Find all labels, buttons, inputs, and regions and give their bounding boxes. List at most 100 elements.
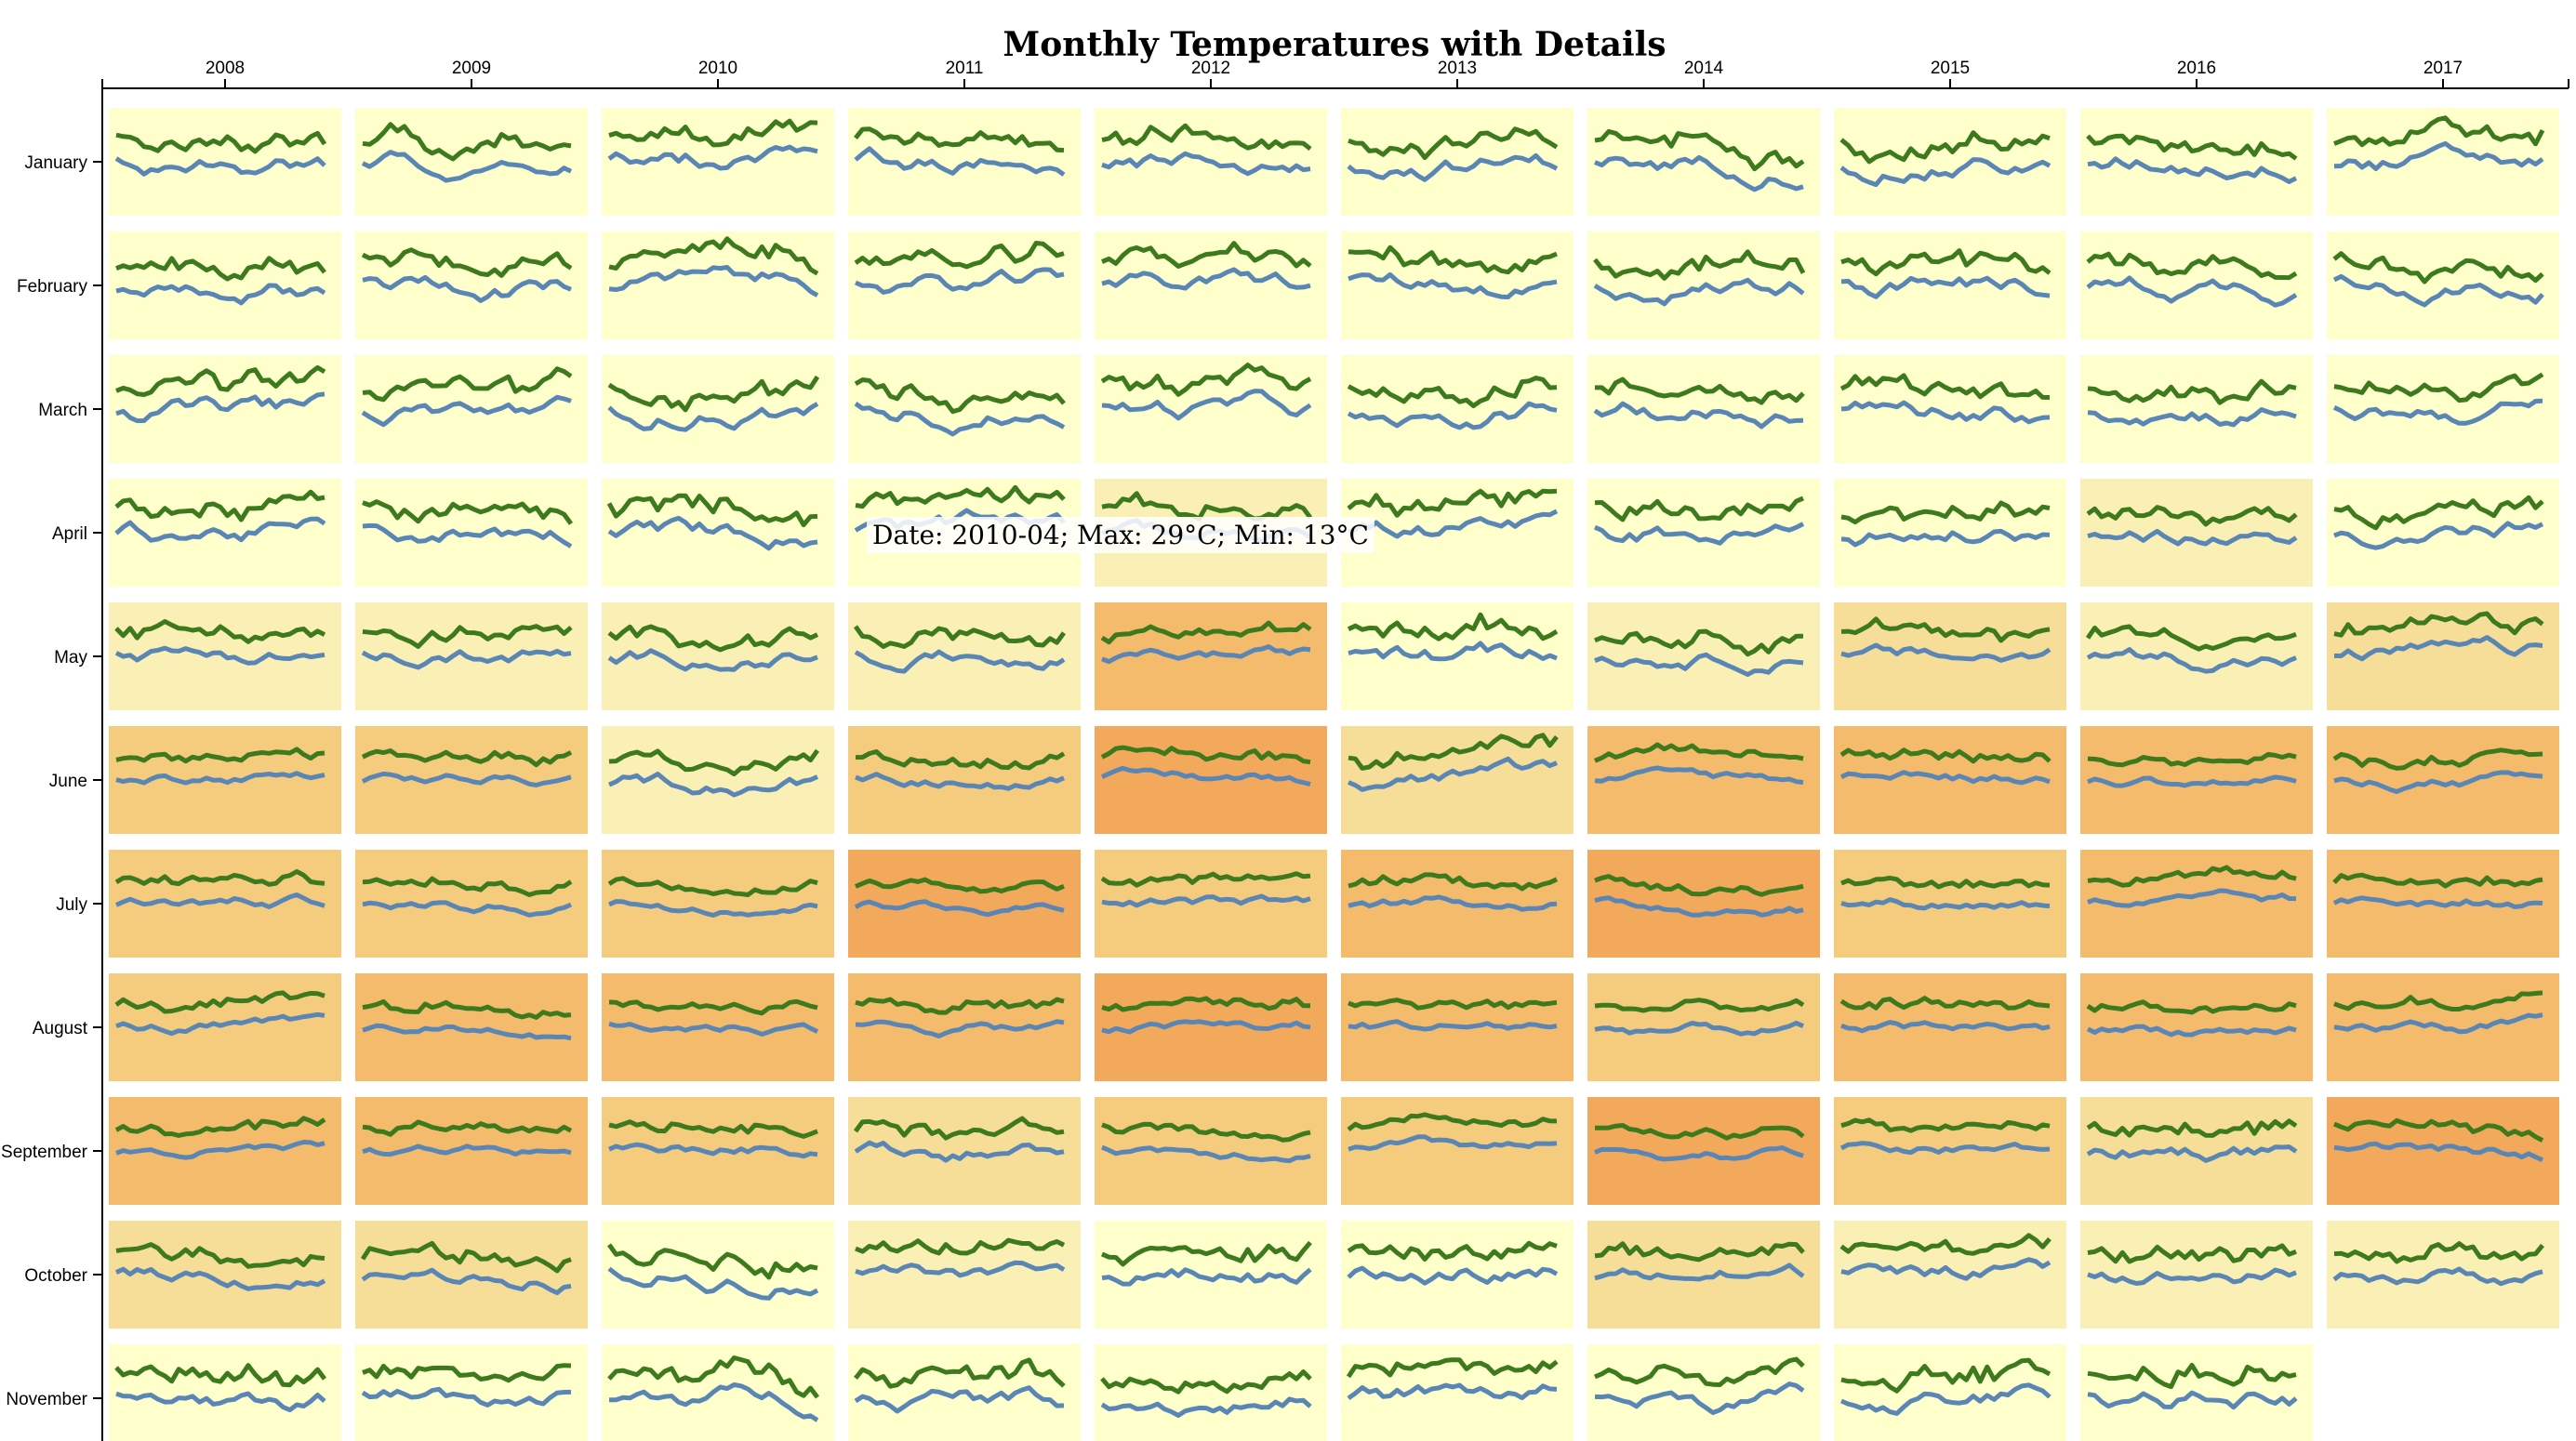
- month-cell[interactable]: [2327, 231, 2559, 339]
- month-cell[interactable]: [2327, 355, 2559, 463]
- month-cell[interactable]: [1341, 355, 1573, 463]
- month-cell[interactable]: [602, 850, 834, 958]
- month-cell[interactable]: [2080, 1097, 2313, 1205]
- month-cell[interactable]: [1834, 973, 2066, 1081]
- month-cell[interactable]: [1834, 1097, 2066, 1205]
- month-cell[interactable]: [1095, 1221, 1327, 1329]
- month-cell[interactable]: [1341, 108, 1573, 216]
- month-cell[interactable]: [355, 850, 588, 958]
- month-cell[interactable]: [1341, 602, 1573, 710]
- month-cell[interactable]: [848, 850, 1081, 958]
- month-cell[interactable]: [2080, 231, 2313, 339]
- month-cell[interactable]: [848, 973, 1081, 1081]
- month-cell[interactable]: [1095, 1344, 1327, 1441]
- month-cell[interactable]: [1341, 850, 1573, 958]
- month-cell[interactable]: [1834, 726, 2066, 834]
- month-cell[interactable]: [2327, 602, 2559, 710]
- month-cell[interactable]: [2080, 726, 2313, 834]
- month-cell[interactable]: [602, 479, 834, 587]
- month-cell[interactable]: [2080, 850, 2313, 958]
- month-cell[interactable]: [2327, 973, 2559, 1081]
- month-cell[interactable]: [1341, 726, 1573, 834]
- month-cell[interactable]: [1095, 726, 1327, 834]
- month-cell[interactable]: [2080, 973, 2313, 1081]
- month-cell[interactable]: [2080, 355, 2313, 463]
- month-cell[interactable]: [355, 726, 588, 834]
- month-cell[interactable]: [1587, 602, 1820, 710]
- month-cell[interactable]: [355, 602, 588, 710]
- month-cell[interactable]: [1834, 1221, 2066, 1329]
- month-cell[interactable]: [848, 726, 1081, 834]
- month-cell[interactable]: [109, 850, 341, 958]
- month-cell[interactable]: [1095, 355, 1327, 463]
- month-cell[interactable]: [1587, 108, 1820, 216]
- month-cell[interactable]: [602, 602, 834, 710]
- month-cell[interactable]: [109, 973, 341, 1081]
- month-cell[interactable]: [1587, 850, 1820, 958]
- month-cell[interactable]: [1341, 1221, 1573, 1329]
- month-cell[interactable]: [2080, 1344, 2313, 1441]
- month-cell[interactable]: [1341, 231, 1573, 339]
- month-cell[interactable]: [355, 355, 588, 463]
- month-cell[interactable]: [848, 355, 1081, 463]
- month-cell[interactable]: [1341, 479, 1573, 587]
- month-cell[interactable]: [355, 1097, 588, 1205]
- month-cell[interactable]: [109, 479, 341, 587]
- month-cell[interactable]: [1587, 726, 1820, 834]
- month-cell[interactable]: [848, 1221, 1081, 1329]
- month-cell[interactable]: [1834, 602, 2066, 710]
- month-cell[interactable]: [109, 1221, 341, 1329]
- month-cell[interactable]: [1587, 1344, 1820, 1441]
- month-cell[interactable]: [1341, 1097, 1573, 1205]
- month-cell[interactable]: [602, 1344, 834, 1441]
- month-cell[interactable]: [109, 108, 341, 216]
- month-cell[interactable]: [2080, 1221, 2313, 1329]
- month-cell[interactable]: [602, 108, 834, 216]
- month-cell[interactable]: [355, 231, 588, 339]
- month-cell[interactable]: [1095, 602, 1327, 710]
- month-cell[interactable]: [1095, 850, 1327, 958]
- month-cell[interactable]: [1834, 479, 2066, 587]
- month-cell[interactable]: [109, 231, 341, 339]
- month-cell[interactable]: [1834, 355, 2066, 463]
- month-cell[interactable]: [1834, 108, 2066, 216]
- month-cell[interactable]: [1095, 1097, 1327, 1205]
- month-cell[interactable]: [355, 479, 588, 587]
- month-cell[interactable]: [355, 1221, 588, 1329]
- month-cell[interactable]: [1587, 231, 1820, 339]
- month-cell[interactable]: [1095, 108, 1327, 216]
- month-cell[interactable]: [355, 1344, 588, 1441]
- month-cell[interactable]: [1587, 973, 1820, 1081]
- month-cell[interactable]: [2327, 850, 2559, 958]
- month-cell[interactable]: [848, 231, 1081, 339]
- month-cell[interactable]: [2080, 479, 2313, 587]
- month-cell[interactable]: [848, 1344, 1081, 1441]
- month-cell[interactable]: [1095, 973, 1327, 1081]
- month-cell[interactable]: [2327, 1221, 2559, 1329]
- month-cell[interactable]: [602, 355, 834, 463]
- month-cell[interactable]: [602, 1097, 834, 1205]
- month-cell[interactable]: [848, 108, 1081, 216]
- month-cell[interactable]: [109, 1344, 341, 1441]
- month-cell[interactable]: [602, 231, 834, 339]
- month-cell[interactable]: [109, 1097, 341, 1205]
- month-cell[interactable]: [109, 726, 341, 834]
- month-cell[interactable]: [602, 1221, 834, 1329]
- month-cell[interactable]: [1587, 1097, 1820, 1205]
- month-cell[interactable]: [848, 602, 1081, 710]
- month-cell[interactable]: [2080, 602, 2313, 710]
- month-cell[interactable]: [1587, 479, 1820, 587]
- month-cell[interactable]: [355, 108, 588, 216]
- month-cell[interactable]: [848, 1097, 1081, 1205]
- month-cell[interactable]: [1834, 1344, 2066, 1441]
- month-cell[interactable]: [2327, 1097, 2559, 1205]
- month-cell[interactable]: [2327, 108, 2559, 216]
- month-cell[interactable]: [2327, 479, 2559, 587]
- month-cell[interactable]: [1095, 231, 1327, 339]
- month-cell[interactable]: [109, 355, 341, 463]
- month-cell[interactable]: [1587, 1221, 1820, 1329]
- month-cell[interactable]: [2080, 108, 2313, 216]
- month-cell[interactable]: [2327, 726, 2559, 834]
- month-cell[interactable]: [355, 973, 588, 1081]
- month-cell[interactable]: [1341, 1344, 1573, 1441]
